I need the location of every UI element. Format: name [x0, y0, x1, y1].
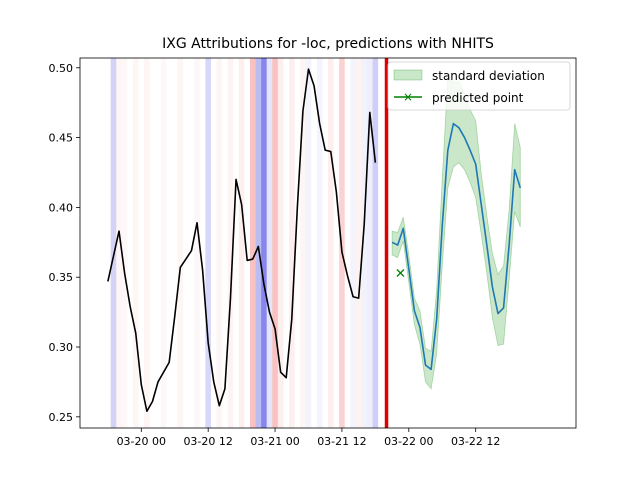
std-deviation-band — [391, 76, 521, 390]
attribution-bar-17 — [277, 58, 284, 428]
predicted-point-marker — [396, 269, 405, 277]
history-series-line — [107, 68, 377, 413]
x-tick-label-3: 03-21 12 — [317, 435, 366, 448]
attribution-bar-5 — [160, 58, 167, 428]
axes: 03-20 00 03-20 12 03-21 00 03-21 12 03-22 00… — [49, 62, 501, 448]
attribution-bar-12 — [249, 58, 256, 428]
attribution-bar-0 — [110, 58, 117, 428]
attribution-bar-4 — [144, 58, 150, 428]
attribution-bar-28 — [372, 58, 379, 428]
y-tick-label-0: 0.25 — [49, 411, 74, 424]
attribution-bar-16 — [272, 58, 278, 428]
plot-area — [107, 58, 522, 428]
y-tick-label-5: 0.50 — [49, 62, 74, 75]
y-tick-label-2: 0.35 — [49, 271, 74, 284]
attribution-bar-14 — [261, 58, 267, 428]
y-tick-label-1: 0.30 — [49, 341, 74, 354]
legend-label-predicted-point: predicted point — [432, 91, 524, 105]
plot-frame — [79, 57, 577, 429]
predicted-point-stroke-b — [396, 269, 405, 277]
y-tick-label-3: 0.40 — [49, 201, 74, 214]
x-tick-label-0: 03-20 00 — [117, 435, 166, 448]
attribution-bar-2 — [121, 58, 128, 428]
attribution-bar-18 — [288, 58, 295, 428]
attribution-bar-9 — [216, 58, 223, 428]
x-tick-label-2: 03-21 00 — [250, 435, 299, 448]
attribution-bar-27 — [367, 58, 373, 428]
attribution-bar-24 — [350, 58, 356, 428]
attribution-bar-10 — [227, 58, 234, 428]
chart-title: IXG Attributions for -loc, predictions w… — [162, 36, 494, 52]
legend-box — [387, 61, 571, 111]
attribution-bar-15 — [266, 58, 273, 428]
y-tick-label-4: 0.45 — [49, 132, 74, 145]
legend-label-standard-deviation: standard deviation — [432, 69, 545, 83]
x-tick-label-1: 03-20 12 — [183, 435, 232, 448]
attribution-bar-22 — [328, 58, 334, 428]
attribution-bar-19 — [300, 58, 306, 428]
x-tick-label-5: 03-22 12 — [451, 435, 500, 448]
attribution-bar-6 — [177, 58, 184, 428]
attribution-bar-13 — [255, 58, 262, 428]
attribution-bar-1 — [116, 58, 122, 428]
attribution-bar-25 — [355, 58, 362, 428]
x-tick-label-4: 03-22 00 — [384, 435, 433, 448]
legend-band-swatch — [393, 69, 423, 81]
attribution-bar-23 — [339, 58, 345, 428]
attribution-bar-20 — [305, 58, 312, 428]
attribution-bar-21 — [316, 58, 323, 428]
legend: standard deviation × predicted point — [387, 61, 571, 111]
attribution-bar-11 — [238, 58, 245, 428]
legend-x-marker: × — [403, 90, 413, 104]
attribution-bar-7 — [194, 58, 200, 428]
attribution-bar-8 — [205, 58, 211, 428]
prediction-series-line — [391, 122, 522, 371]
attribution-bar-3 — [132, 58, 139, 428]
attribution-bar-26 — [361, 58, 368, 428]
